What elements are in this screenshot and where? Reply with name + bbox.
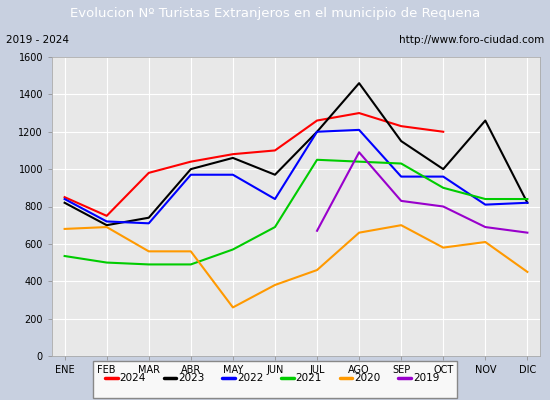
Text: Evolucion Nº Turistas Extranjeros en el municipio de Requena: Evolucion Nº Turistas Extranjeros en el … (70, 8, 480, 20)
Text: 2024: 2024 (119, 373, 146, 383)
Text: 2023: 2023 (178, 373, 205, 383)
Text: http://www.foro-ciudad.com: http://www.foro-ciudad.com (399, 35, 544, 45)
Text: 2019: 2019 (413, 373, 439, 383)
FancyBboxPatch shape (94, 361, 456, 398)
Text: 2019 - 2024: 2019 - 2024 (6, 35, 69, 45)
Text: 2022: 2022 (237, 373, 263, 383)
Text: 2021: 2021 (295, 373, 322, 383)
Text: 2020: 2020 (354, 373, 381, 383)
